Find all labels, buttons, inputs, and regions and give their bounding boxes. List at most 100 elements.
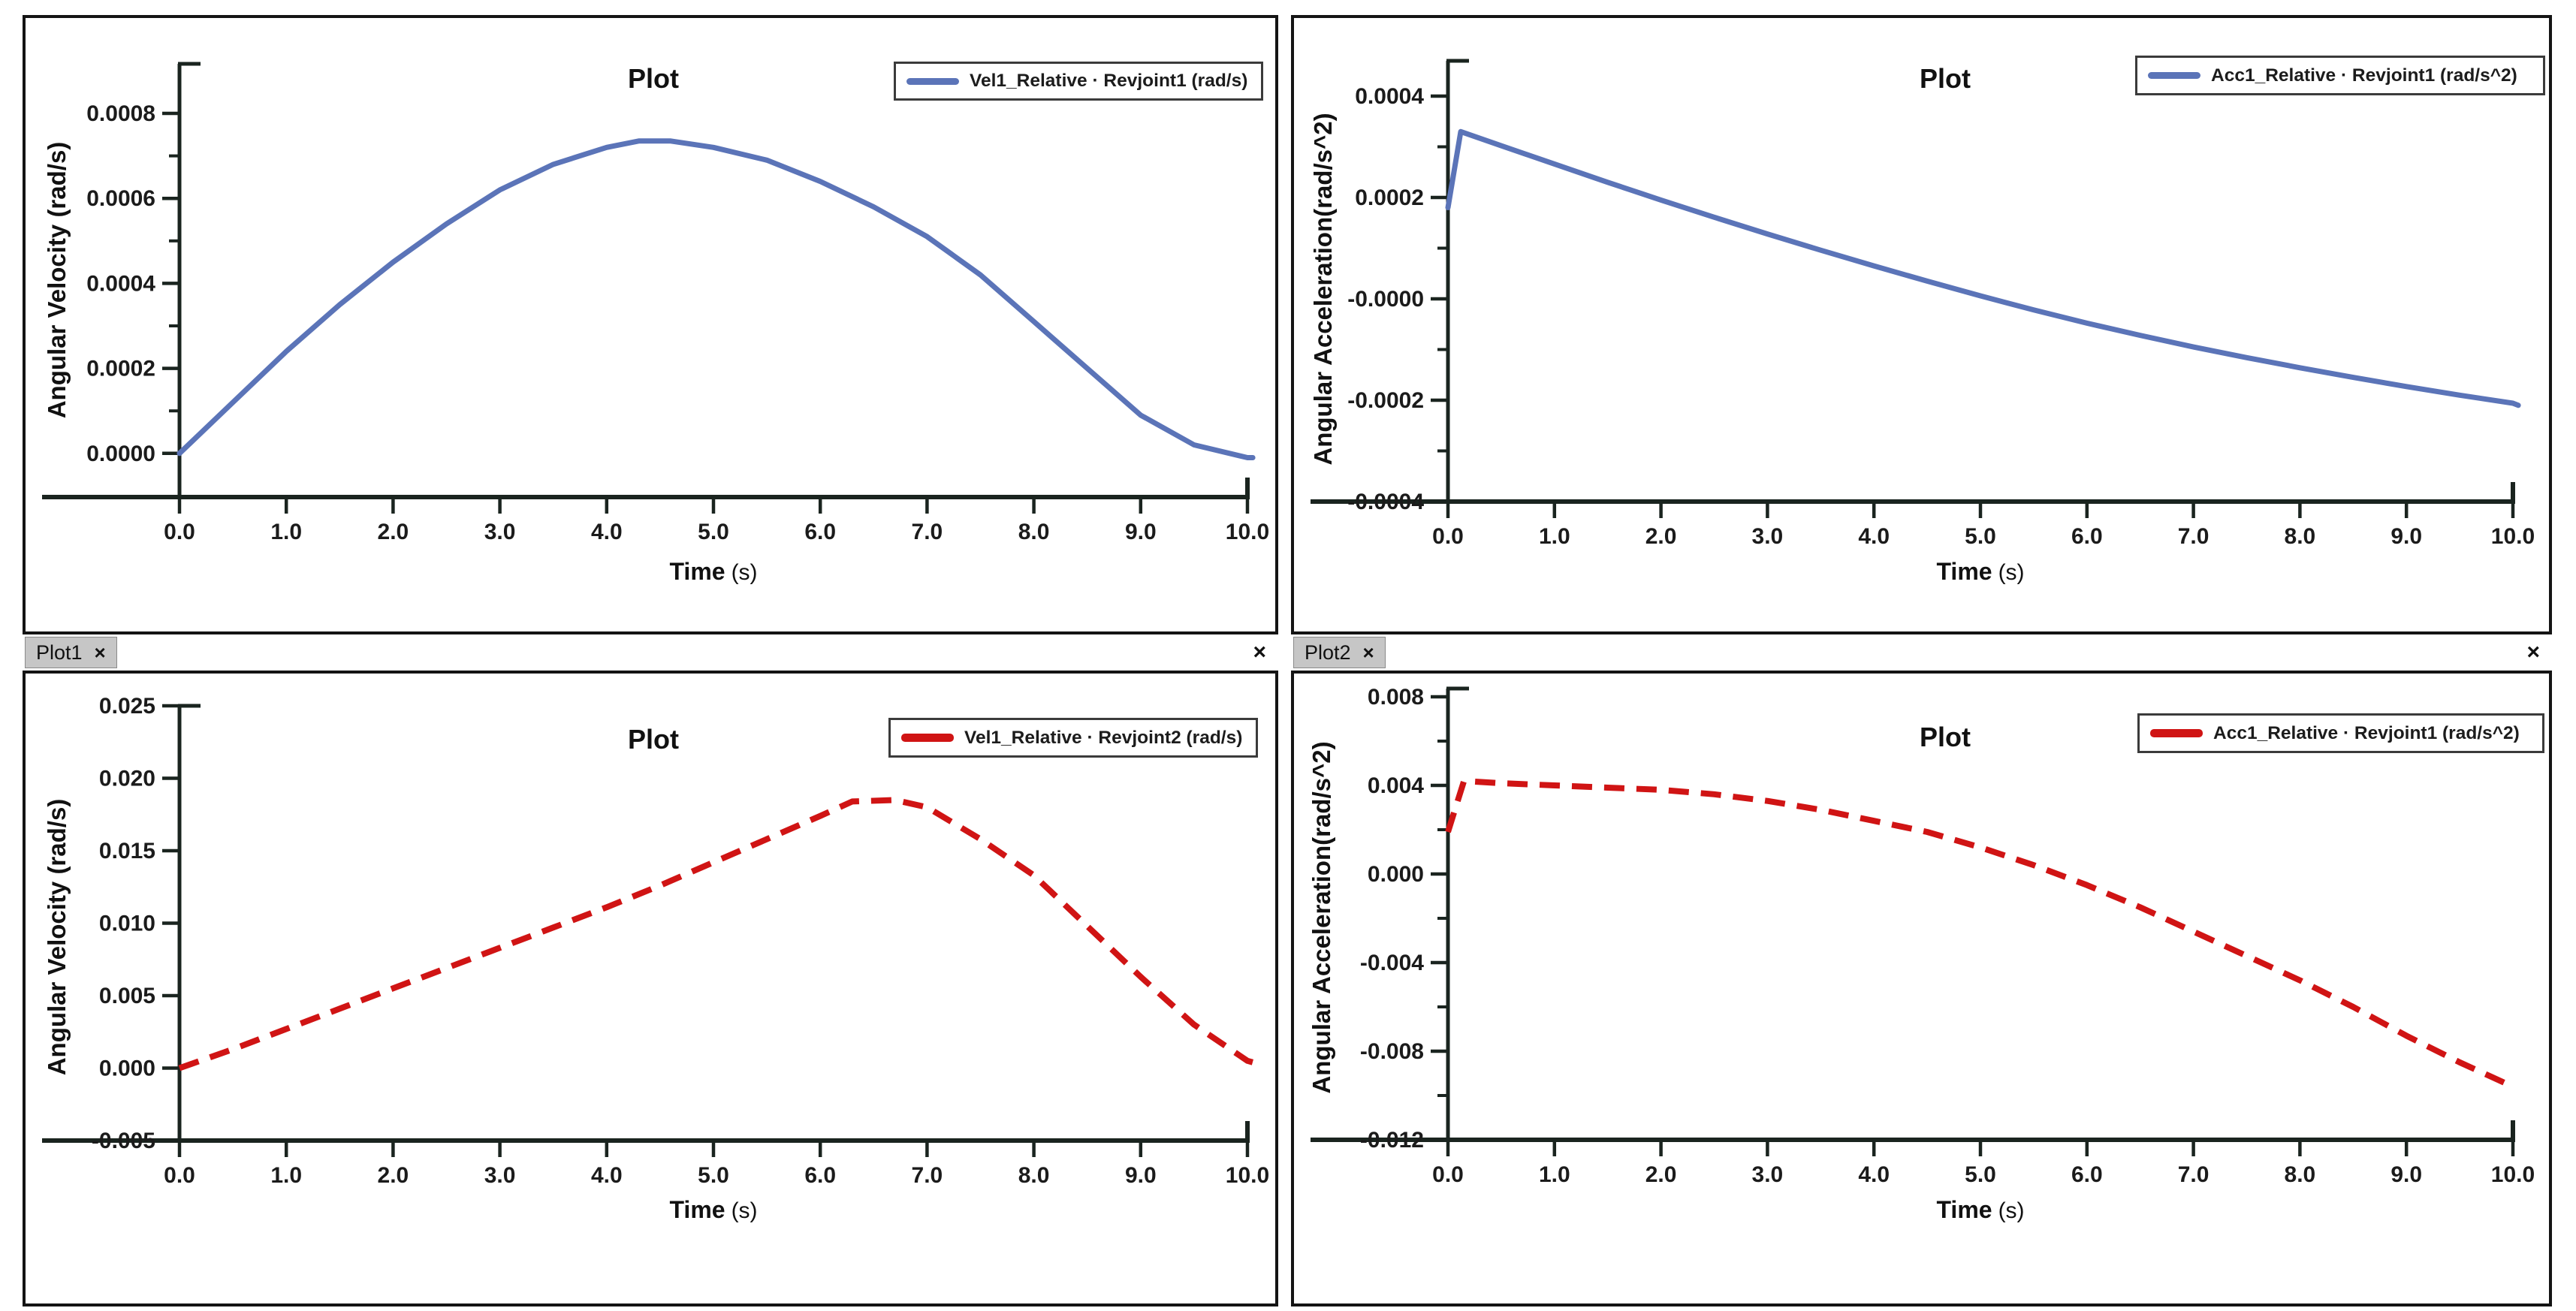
chart-title: Plot: [1920, 63, 1971, 94]
svg-text:0.0004: 0.0004: [86, 271, 155, 296]
svg-text:5.0: 5.0: [1965, 1162, 1996, 1187]
legend-label: Vel1_Relative · Revjoint2 (rad/s): [964, 727, 1243, 748]
svg-text:7.0: 7.0: [912, 1163, 943, 1188]
svg-text:0.0: 0.0: [1432, 524, 1464, 549]
x-axis-title: Time (s): [669, 1196, 757, 1224]
x-axis-title-main: Time: [669, 558, 725, 585]
pane-close-icon-right[interactable]: ×: [2526, 640, 2540, 665]
svg-text:8.0: 8.0: [2285, 1162, 2316, 1187]
legend-line-sample: [901, 734, 954, 742]
svg-text:0.025: 0.025: [99, 694, 155, 719]
tab-strip-right: Plot2 × ×: [1291, 634, 2552, 671]
svg-text:10.0: 10.0: [2491, 1162, 2535, 1187]
svg-text:0.0002: 0.0002: [86, 357, 155, 381]
svg-text:0.0002: 0.0002: [1355, 185, 1424, 210]
svg-text:6.0: 6.0: [2071, 1162, 2103, 1187]
chart-canvas-velocity-revjoint2[interactable]: 0.025 0.020 0.015 0.010 0.005 0.000 -0.005 0.0 1…: [26, 674, 1275, 1303]
tab-plot2-label: Plot2: [1305, 640, 1351, 664]
svg-text:2.0: 2.0: [1645, 1162, 1677, 1187]
svg-text:4.0: 4.0: [1858, 1162, 1890, 1187]
svg-text:0.0008: 0.0008: [86, 101, 155, 126]
svg-text:0.015: 0.015: [99, 839, 155, 863]
tab-strip-left: Plot1 × ×: [23, 634, 1278, 671]
y-axis-title: Angular Acceleration(rad/s^2): [1309, 113, 1337, 466]
tab-plot2[interactable]: Plot2 ×: [1293, 637, 1386, 668]
y-axis-title: Angular Acceleration(rad/s^2): [1308, 741, 1335, 1094]
svg-text:1.0: 1.0: [270, 520, 302, 544]
chart-canvas-acceleration-revjoint2[interactable]: 0.008 0.004 0.000 -0.004 -0.008 -0.012 0.0 1.0 2…: [1294, 674, 2549, 1303]
plot-window-top-right: 0.0004 0.0002 -0.0000 -0.0002 -0.0004 0.0 1.0 2…: [1291, 15, 2552, 634]
y-axis-title: Angular Velocity (rad/s): [43, 141, 71, 419]
svg-text:5.0: 5.0: [698, 1163, 729, 1188]
legend-label: Vel1_Relative · Revjoint1 (rad/s): [970, 71, 1248, 91]
chart-canvas-velocity-revjoint1[interactable]: 0.0008 0.0006 0.0004 0.0002 0.0000 0.0 1.0 2.0 3…: [26, 18, 1275, 631]
svg-text:10.0: 10.0: [1226, 1163, 1269, 1188]
svg-text:1.0: 1.0: [1539, 1162, 1570, 1187]
svg-text:0.004: 0.004: [1368, 773, 1424, 798]
svg-text:7.0: 7.0: [2178, 1162, 2210, 1187]
svg-text:6.0: 6.0: [804, 1163, 836, 1188]
y-axis-title: Angular Velocity (rad/s): [43, 798, 71, 1076]
svg-text:9.0: 9.0: [2390, 524, 2422, 549]
chart-title: Plot: [1920, 722, 1971, 752]
legend-label: Acc1_Relative · Revjoint1 (rad/s^2): [2213, 722, 2520, 743]
x-axis-title: Time (s): [669, 558, 757, 586]
svg-text:4.0: 4.0: [591, 520, 623, 544]
x-axis-title-unit: (s): [1998, 560, 2025, 585]
x-axis-title: Time (s): [1936, 1196, 2024, 1224]
svg-text:3.0: 3.0: [1752, 524, 1784, 549]
x-axis-title-unit: (s): [1998, 1198, 2025, 1223]
svg-text:10.0: 10.0: [1226, 520, 1269, 544]
svg-text:-0.005: -0.005: [92, 1129, 155, 1153]
svg-text:0.005: 0.005: [99, 984, 155, 1008]
svg-text:4.0: 4.0: [1858, 524, 1890, 549]
x-axis-title-main: Time: [669, 1196, 725, 1223]
legend-line-sample: [906, 77, 959, 85]
legend-box: Vel1_Relative · Revjoint2 (rad/s): [888, 718, 1258, 758]
svg-text:0.0000: 0.0000: [86, 442, 155, 466]
legend-label: Acc1_Relative · Revjoint1 (rad/s^2): [2211, 65, 2517, 86]
legend-line-sample: [2150, 729, 2203, 737]
svg-text:0.0: 0.0: [164, 520, 195, 544]
svg-text:-0.012: -0.012: [1360, 1128, 1424, 1153]
chart-canvas-acceleration-revjoint1[interactable]: 0.0004 0.0002 -0.0000 -0.0002 -0.0004 0.0 1.0 2…: [1294, 18, 2549, 631]
x-axis-title-unit: (s): [731, 1198, 758, 1223]
svg-text:10.0: 10.0: [2491, 524, 2535, 549]
svg-text:0.008: 0.008: [1368, 685, 1424, 710]
svg-text:2.0: 2.0: [378, 520, 409, 544]
svg-text:0.010: 0.010: [99, 912, 155, 936]
tab-plot1-close-icon[interactable]: ×: [94, 641, 106, 664]
svg-text:8.0: 8.0: [2285, 524, 2316, 549]
x-axis-title: Time (s): [1936, 558, 2024, 586]
svg-text:-0.0002: -0.0002: [1347, 388, 1424, 413]
svg-text:1.0: 1.0: [1539, 524, 1570, 549]
x-axis-title-unit: (s): [731, 560, 758, 585]
plot-window-top-left: 0.0008 0.0006 0.0004 0.0002 0.0000 0.0 1.0 2.0 3…: [23, 15, 1278, 634]
svg-text:2.0: 2.0: [1645, 524, 1677, 549]
svg-text:0.0004: 0.0004: [1355, 84, 1424, 109]
svg-text:3.0: 3.0: [1752, 1162, 1784, 1187]
svg-text:4.0: 4.0: [591, 1163, 623, 1188]
tab-plot2-close-icon[interactable]: ×: [1362, 641, 1374, 664]
chart-title: Plot: [628, 63, 679, 94]
svg-text:-0.008: -0.008: [1360, 1039, 1424, 1064]
x-axis-title-main: Time: [1936, 1196, 1992, 1223]
svg-text:6.0: 6.0: [804, 520, 836, 544]
svg-text:6.0: 6.0: [2071, 524, 2103, 549]
svg-text:5.0: 5.0: [698, 520, 729, 544]
svg-text:0.000: 0.000: [99, 1056, 155, 1081]
svg-text:5.0: 5.0: [1965, 524, 1996, 549]
svg-text:3.0: 3.0: [484, 1163, 516, 1188]
chart-title: Plot: [628, 724, 679, 755]
tab-plot1[interactable]: Plot1 ×: [25, 637, 117, 668]
svg-text:8.0: 8.0: [1018, 520, 1050, 544]
svg-text:0.0: 0.0: [164, 1163, 195, 1188]
svg-text:7.0: 7.0: [912, 520, 943, 544]
tab-plot1-label: Plot1: [36, 640, 83, 664]
svg-text:0.0: 0.0: [1432, 1162, 1464, 1187]
legend-line-sample: [2148, 72, 2200, 79]
pane-close-icon-left[interactable]: ×: [1253, 640, 1266, 665]
legend-box: Acc1_Relative · Revjoint1 (rad/s^2): [2137, 713, 2544, 753]
svg-text:-0.0004: -0.0004: [1347, 490, 1424, 514]
svg-text:3.0: 3.0: [484, 520, 516, 544]
